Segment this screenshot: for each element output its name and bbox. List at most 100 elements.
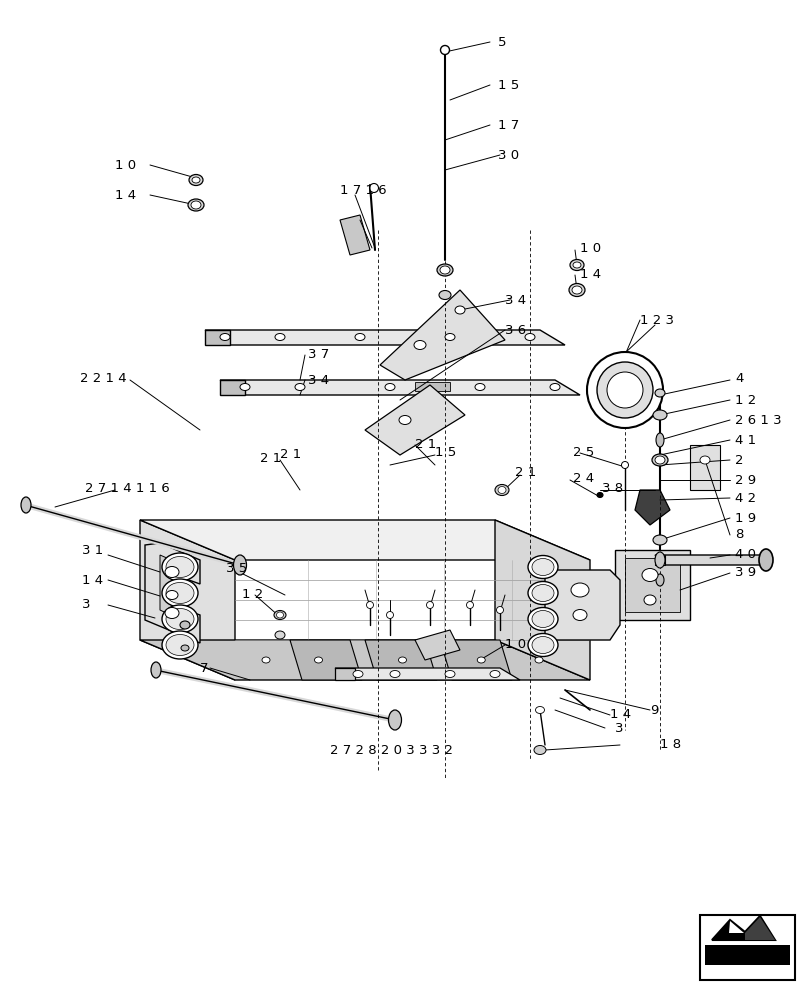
Ellipse shape	[414, 340, 426, 350]
Polygon shape	[139, 520, 590, 560]
Polygon shape	[544, 570, 620, 640]
Ellipse shape	[466, 601, 473, 608]
Text: 2 1: 2 1	[414, 438, 436, 452]
Ellipse shape	[758, 549, 772, 571]
Text: 2 1: 2 1	[280, 448, 301, 462]
Text: 1 0: 1 0	[504, 638, 526, 652]
Ellipse shape	[642, 568, 657, 582]
Polygon shape	[365, 640, 436, 680]
Text: 3 6: 3 6	[504, 324, 526, 336]
Ellipse shape	[527, 607, 557, 630]
Bar	[699, 915, 794, 980]
Ellipse shape	[444, 334, 454, 340]
Text: 9: 9	[649, 704, 658, 716]
Ellipse shape	[162, 553, 198, 581]
Text: 2 7 2 8 2 0 3 3 3 2: 2 7 2 8 2 0 3 3 3 2	[329, 743, 453, 756]
Ellipse shape	[571, 286, 581, 294]
Polygon shape	[744, 917, 774, 940]
Text: 3 5: 3 5	[225, 562, 247, 574]
Ellipse shape	[191, 177, 200, 183]
Polygon shape	[614, 550, 689, 620]
Text: 5: 5	[497, 36, 506, 49]
Text: 2 1: 2 1	[260, 452, 281, 464]
Polygon shape	[689, 445, 719, 490]
Ellipse shape	[240, 383, 250, 390]
Text: 3: 3	[614, 721, 623, 734]
Ellipse shape	[366, 601, 373, 608]
Text: 1 0: 1 0	[115, 159, 136, 172]
Text: 3 4: 3 4	[504, 294, 526, 306]
Polygon shape	[654, 555, 664, 565]
Ellipse shape	[654, 552, 664, 568]
Ellipse shape	[386, 611, 393, 618]
Polygon shape	[204, 330, 564, 345]
Ellipse shape	[474, 383, 484, 390]
Ellipse shape	[573, 609, 586, 620]
Ellipse shape	[651, 454, 667, 466]
Text: 1 4: 1 4	[609, 708, 630, 721]
Text: 1 4: 1 4	[579, 268, 600, 282]
Text: 2 7 1 4 1 1 6: 2 7 1 4 1 1 6	[85, 482, 169, 494]
Text: 3 1: 3 1	[82, 544, 103, 556]
Ellipse shape	[388, 710, 401, 730]
Ellipse shape	[440, 46, 449, 55]
Ellipse shape	[314, 657, 322, 663]
Ellipse shape	[527, 556, 557, 578]
Text: 2 9: 2 9	[734, 474, 755, 487]
Text: 3 9: 3 9	[734, 566, 755, 580]
Ellipse shape	[439, 290, 450, 300]
Ellipse shape	[165, 582, 194, 603]
Ellipse shape	[165, 556, 194, 578]
Polygon shape	[654, 555, 769, 565]
Ellipse shape	[275, 631, 285, 639]
Text: 1 7: 1 7	[497, 119, 518, 132]
Text: 3 8: 3 8	[601, 482, 622, 494]
Ellipse shape	[220, 334, 230, 340]
Ellipse shape	[165, 634, 194, 656]
Ellipse shape	[527, 634, 557, 656]
Text: 4 0: 4 0	[734, 548, 755, 562]
Ellipse shape	[273, 610, 285, 619]
Text: 1 2: 1 2	[242, 588, 263, 601]
Polygon shape	[204, 330, 230, 345]
Ellipse shape	[191, 201, 201, 209]
Polygon shape	[440, 640, 512, 680]
Ellipse shape	[151, 662, 161, 678]
Ellipse shape	[534, 745, 545, 754]
Polygon shape	[380, 290, 504, 380]
Polygon shape	[139, 640, 590, 680]
Text: 1 7 1 6: 1 7 1 6	[340, 184, 386, 197]
Polygon shape	[495, 520, 590, 680]
Ellipse shape	[496, 606, 503, 613]
Ellipse shape	[384, 383, 394, 390]
Ellipse shape	[162, 631, 198, 659]
Ellipse shape	[426, 601, 433, 608]
Text: 2 1: 2 1	[514, 466, 535, 480]
Ellipse shape	[354, 334, 365, 340]
Ellipse shape	[162, 605, 198, 633]
Ellipse shape	[531, 610, 553, 628]
Ellipse shape	[294, 383, 305, 390]
Ellipse shape	[489, 670, 500, 678]
Text: 4: 4	[734, 371, 742, 384]
Bar	[704, 945, 789, 965]
Ellipse shape	[527, 582, 557, 604]
Ellipse shape	[652, 535, 666, 545]
Polygon shape	[220, 380, 579, 395]
Ellipse shape	[181, 645, 189, 651]
Text: 1 0: 1 0	[579, 241, 600, 254]
Ellipse shape	[569, 284, 584, 296]
Ellipse shape	[398, 416, 410, 424]
Ellipse shape	[655, 574, 663, 586]
Text: 2 6 1 3: 2 6 1 3	[734, 414, 781, 426]
Circle shape	[596, 362, 652, 418]
Ellipse shape	[569, 259, 583, 270]
Bar	[414, 382, 449, 391]
Text: 3 0: 3 0	[497, 149, 518, 162]
Ellipse shape	[570, 583, 588, 597]
Text: 4 1: 4 1	[734, 434, 755, 446]
Text: 3 7: 3 7	[307, 349, 328, 361]
Polygon shape	[139, 520, 234, 680]
Ellipse shape	[444, 670, 454, 678]
Text: 1 2: 1 2	[734, 393, 755, 406]
